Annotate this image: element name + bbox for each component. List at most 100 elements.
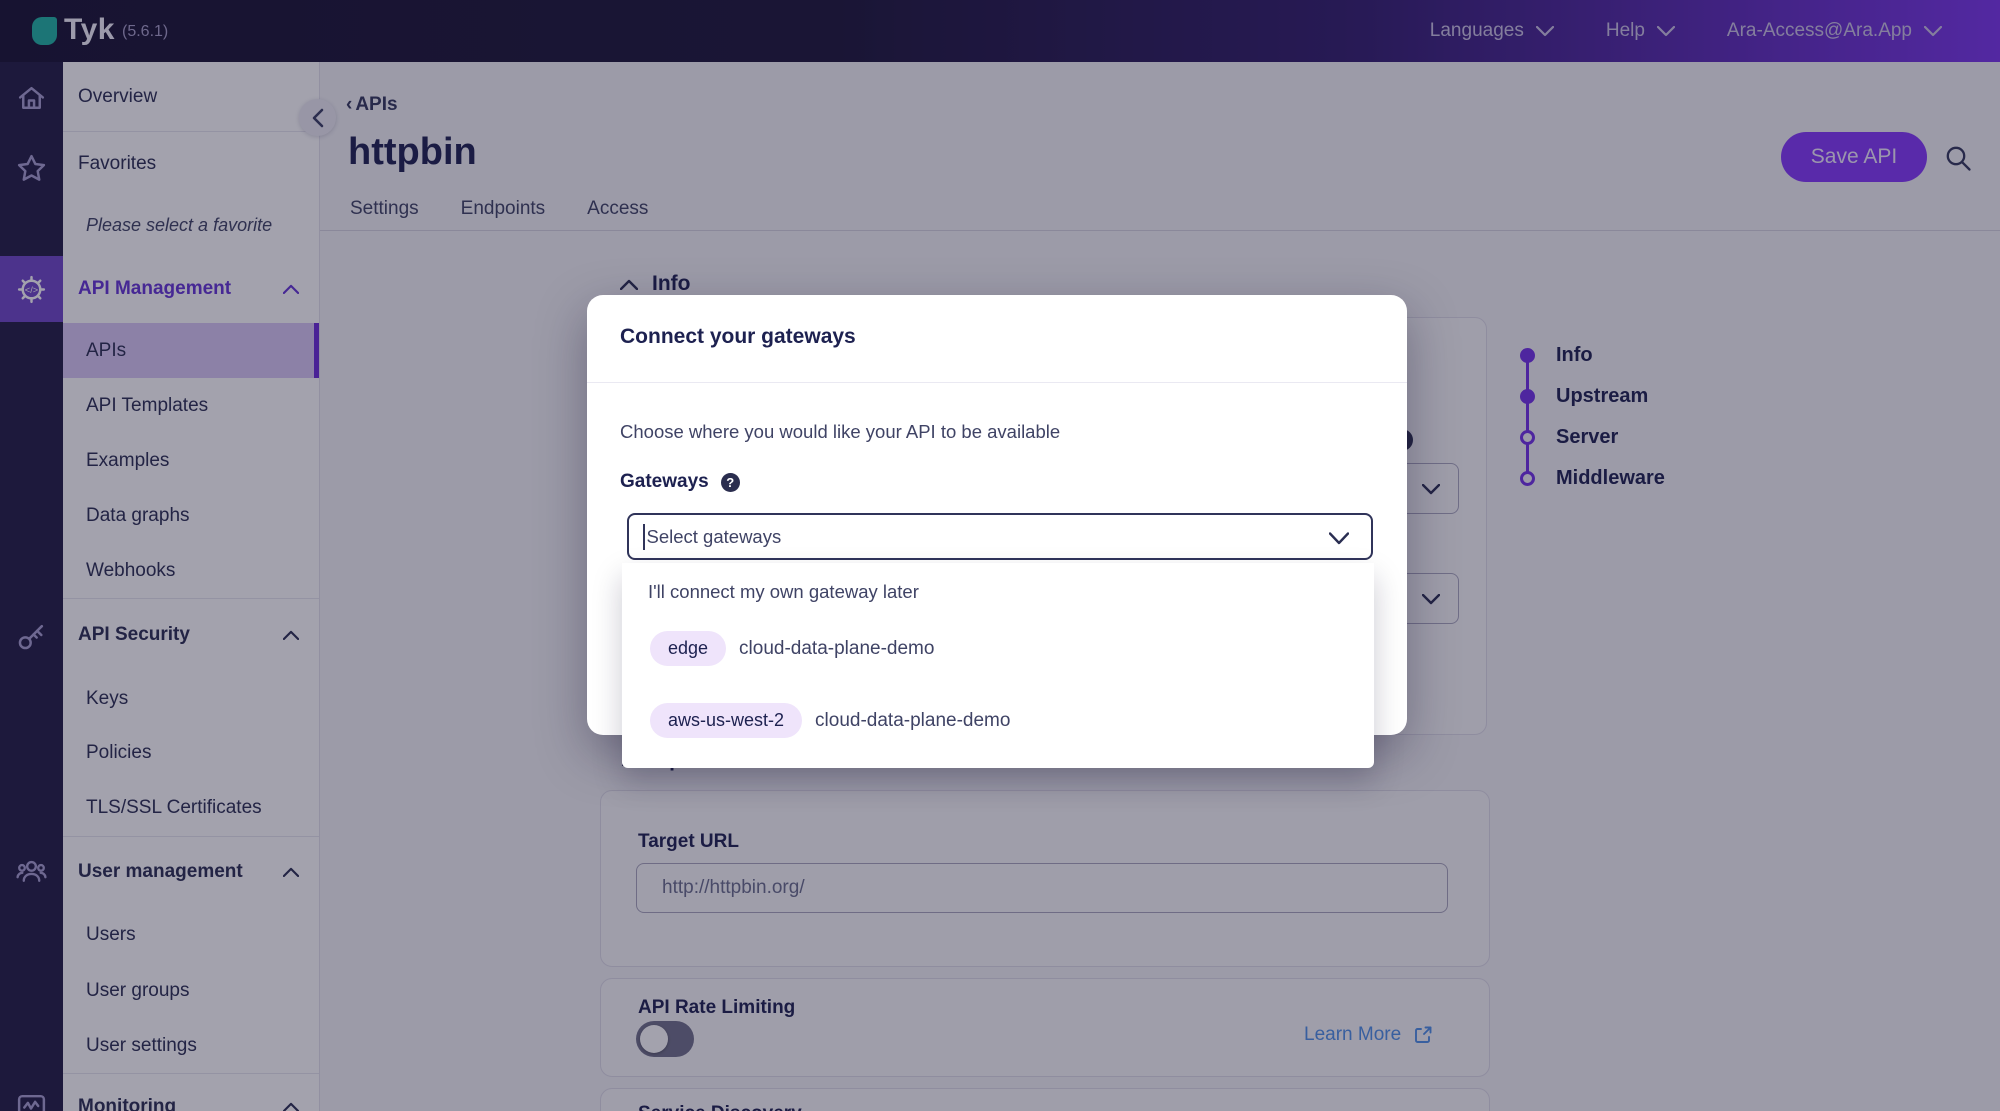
page-title: httpbin xyxy=(348,131,477,173)
apis-label: APIs xyxy=(86,339,127,361)
select-placeholder: Select gateways xyxy=(646,525,782,547)
chevron-up-icon xyxy=(283,630,299,640)
icon-rail: </> xyxy=(0,62,63,1111)
service-discovery-card: Service Discovery xyxy=(600,1088,1490,1111)
sidebar-section-monitoring[interactable]: Monitoring xyxy=(63,1074,319,1111)
sidebar-item-favorites[interactable]: Favorites xyxy=(63,132,319,196)
api-security-label: API Security xyxy=(78,624,190,645)
gateways-dropdown: I'll connect my own gateway later edge c… xyxy=(622,563,1374,768)
info-section-title: Info xyxy=(652,272,691,295)
anchor-link-info[interactable]: Info xyxy=(1556,344,1593,366)
anchor-dot-info xyxy=(1520,348,1535,363)
sidebar-section-api-security[interactable]: API Security xyxy=(63,599,319,671)
sidebar-section-user-management[interactable]: User management xyxy=(63,837,319,907)
gateway-tag-badge: aws-us-west-2 xyxy=(650,703,803,738)
chevron-down-icon xyxy=(1422,484,1440,495)
sidebar-divider xyxy=(63,836,319,837)
sidebar-item-users[interactable]: Users xyxy=(63,907,319,963)
learn-more-link[interactable]: Learn More xyxy=(1304,1024,1433,1046)
home-icon[interactable] xyxy=(15,83,48,116)
tab-settings[interactable]: Settings xyxy=(350,198,419,219)
sidebar-item-data-graphs[interactable]: Data graphs xyxy=(63,488,319,543)
gateways-label: Gateways xyxy=(620,471,709,492)
header-divider xyxy=(320,230,2000,231)
tab-access[interactable]: Access xyxy=(587,198,649,219)
api-management-gear-icon[interactable]: </> xyxy=(15,273,48,306)
brand-name[interactable]: Tyk xyxy=(64,13,115,46)
modal-description: Choose where you would like your API to … xyxy=(620,421,1061,442)
chevron-up-icon[interactable] xyxy=(620,279,638,290)
anchor-nav-line xyxy=(1526,355,1529,479)
chevron-down-icon xyxy=(1656,25,1675,36)
anchor-dot-middleware xyxy=(1520,471,1535,486)
dropdown-option-own-gateway[interactable]: I'll connect my own gateway later xyxy=(648,581,919,602)
sidebar-section-api-management[interactable]: API Management xyxy=(63,254,319,323)
help-menu[interactable]: Help xyxy=(1606,20,1675,42)
version-label: (5.6.1) xyxy=(122,23,169,40)
webhooks-label: Webhooks xyxy=(86,559,176,581)
anchor-link-middleware[interactable]: Middleware xyxy=(1556,467,1665,489)
gateway-name: cloud-data-plane-demo xyxy=(815,709,1011,731)
sidebar-item-policies[interactable]: Policies xyxy=(63,726,319,780)
tab-bar: Settings Endpoints Access xyxy=(350,198,648,228)
tls-ssl-certificates-label: TLS/SSL Certificates xyxy=(86,797,262,818)
gateways-select-input[interactable]: Select gateways xyxy=(627,513,1373,560)
target-url-label: Target URL xyxy=(638,831,739,852)
sidebar-item-examples[interactable]: Examples xyxy=(63,433,319,488)
user-management-label: User management xyxy=(78,861,243,882)
sidebar-item-apis[interactable]: APIs xyxy=(63,323,319,378)
user-groups-label: User groups xyxy=(86,979,190,1001)
tab-endpoints[interactable]: Endpoints xyxy=(460,198,546,219)
sidebar-divider xyxy=(63,131,319,132)
favorites-label: Favorites xyxy=(78,153,157,174)
anchor-link-server[interactable]: Server xyxy=(1556,426,1619,448)
gateways-field-row: Gateways ? xyxy=(620,471,740,493)
rate-limiting-card: API Rate Limiting Learn More xyxy=(600,978,1490,1077)
help-question-icon[interactable]: ? xyxy=(720,472,740,492)
anchor-link-upstream[interactable]: Upstream xyxy=(1556,385,1649,407)
chevron-up-icon xyxy=(283,867,299,877)
search-icon[interactable] xyxy=(1944,144,1972,172)
sidebar-divider xyxy=(63,598,319,599)
sidebar-item-api-templates[interactable]: API Templates xyxy=(63,378,319,433)
sidebar-item-keys[interactable]: Keys xyxy=(63,671,319,726)
dropdown-option-aws-us-west-2[interactable]: aws-us-west-2 cloud-data-plane-demo xyxy=(650,703,1010,738)
dropdown-option-edge[interactable]: edge cloud-data-plane-demo xyxy=(650,631,934,666)
sidebar-collapse-button[interactable] xyxy=(299,99,336,136)
sidebar-item-user-settings[interactable]: User settings xyxy=(63,1018,319,1073)
target-url-input[interactable] xyxy=(636,863,1448,913)
users-icon[interactable] xyxy=(15,855,48,888)
breadcrumb[interactable]: ‹ APIs xyxy=(346,94,398,115)
languages-menu[interactable]: Languages xyxy=(1430,20,1554,42)
sidebar-item-overview[interactable]: Overview xyxy=(63,62,319,131)
topbar: Tyk (5.6.1) Languages Help Ara-Access@Ar… xyxy=(0,0,2000,62)
save-api-button[interactable]: Save API xyxy=(1781,132,1927,182)
anchor-dot-server xyxy=(1520,430,1535,445)
modal-title: Connect your gateways xyxy=(620,325,856,348)
topnav: Languages Help Ara-Access@Ara.App xyxy=(1430,0,1942,62)
api-templates-label: API Templates xyxy=(86,394,209,416)
sidebar-item-tls-ssl-certificates[interactable]: TLS/SSL Certificates xyxy=(63,780,319,836)
key-icon[interactable] xyxy=(15,620,48,653)
toggle-knob xyxy=(640,1025,668,1053)
text-cursor xyxy=(643,523,645,550)
service-discovery-label: Service Discovery xyxy=(638,1103,802,1111)
rate-limiting-toggle[interactable] xyxy=(636,1021,694,1057)
chevron-down-icon[interactable] xyxy=(1329,532,1349,545)
breadcrumb-label: APIs xyxy=(355,94,398,115)
api-management-label: API Management xyxy=(78,277,232,299)
rail-active-highlight xyxy=(0,256,63,322)
account-label: Ara-Access@Ara.App xyxy=(1726,20,1912,41)
sidebar-item-user-groups[interactable]: User groups xyxy=(63,963,319,1018)
data-graphs-label: Data graphs xyxy=(86,504,190,526)
sidebar: Overview Favorites Please select a favor… xyxy=(63,62,320,1111)
monitoring-icon[interactable] xyxy=(15,1090,48,1111)
star-icon[interactable] xyxy=(15,152,48,185)
chevron-up-icon xyxy=(283,284,299,294)
monitoring-label: Monitoring xyxy=(78,1096,177,1111)
tyk-logo-icon[interactable] xyxy=(32,17,57,45)
account-menu[interactable]: Ara-Access@Ara.App xyxy=(1727,20,1942,42)
gateway-tag-badge: edge xyxy=(650,631,727,666)
sidebar-item-webhooks[interactable]: Webhooks xyxy=(63,543,319,598)
